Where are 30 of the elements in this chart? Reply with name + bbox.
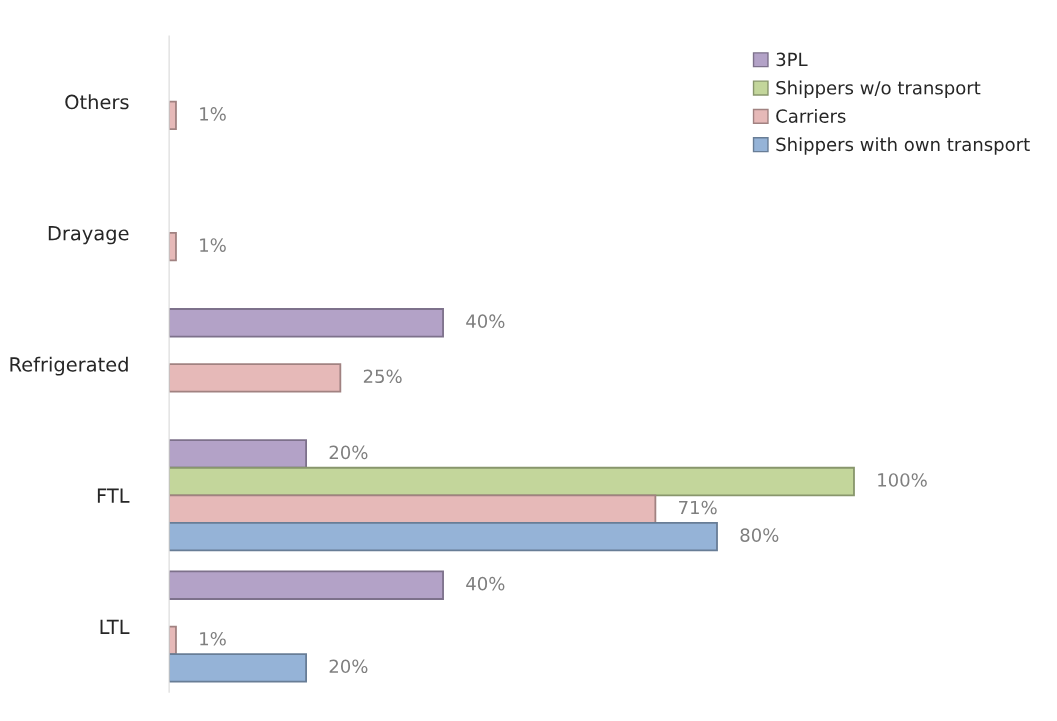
legend-label: 3PL [776, 52, 808, 67]
legend-label: Shippers with own transport [776, 137, 1030, 155]
data-label: 1% [200, 238, 226, 252]
y-tick-label: Others [65, 94, 129, 110]
bar [169, 466, 855, 497]
bar [169, 653, 307, 683]
bar [169, 231, 177, 262]
bar [169, 570, 444, 600]
data-label: 71% [679, 500, 717, 515]
data-label: 1% [200, 631, 226, 646]
data-label: 25% [363, 369, 402, 384]
data-label: 40% [466, 576, 505, 591]
bar [169, 100, 177, 131]
data-label: 1% [200, 107, 226, 121]
bar [169, 439, 307, 469]
data-label: 100% [878, 473, 927, 487]
bar [169, 363, 342, 393]
data-label: 80% [740, 528, 779, 542]
y-tick-label: Refrigerated [10, 356, 128, 376]
data-label: 20% [329, 445, 368, 460]
y-tick-label: LTL [100, 619, 130, 634]
data-label: 40% [466, 314, 505, 329]
y-tick-label: Drayage [48, 226, 129, 245]
legend-label: Shippers w/o transport [776, 80, 981, 99]
legend-label: Carriers [776, 108, 846, 123]
bar [169, 308, 444, 338]
y-tick-label: FTL [97, 488, 130, 503]
data-label: 20% [329, 659, 368, 674]
bar [169, 494, 657, 524]
bar [169, 521, 718, 552]
